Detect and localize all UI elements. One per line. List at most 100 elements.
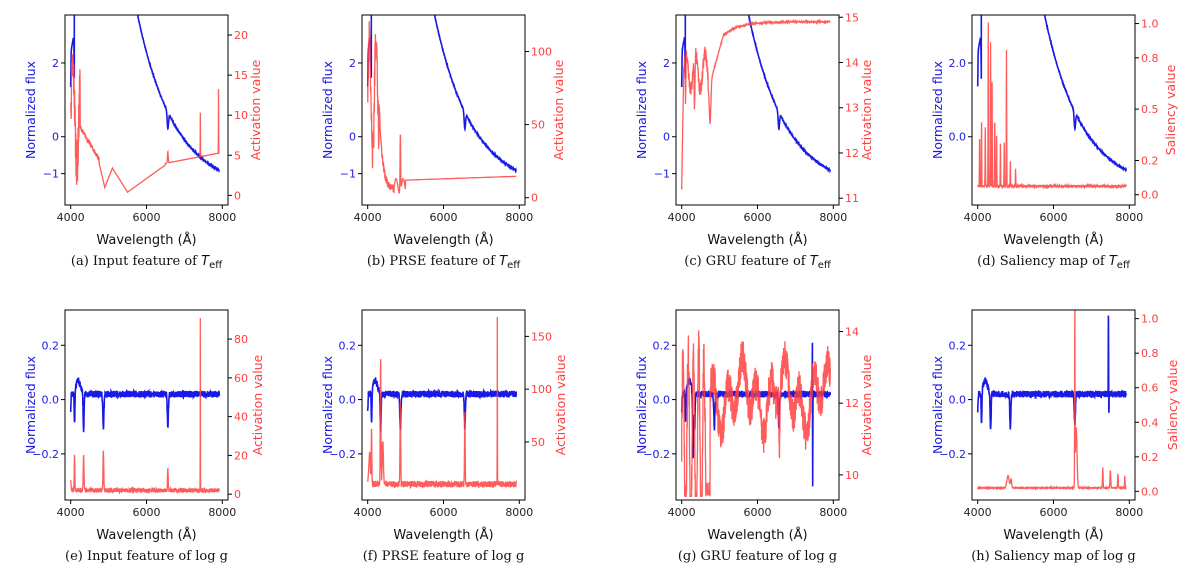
panel-d: 4000 6000 8000 0.0 2.0 0.0 0.2 0.5 0.8 1.0 Normali… (930, 14, 1178, 271)
y-axis-label-right: Activation value (859, 354, 874, 455)
x-tick-label: 8000 (208, 211, 236, 224)
y-axis-label-right: Activation value (551, 59, 566, 160)
x-tick-label: 8000 (819, 506, 847, 519)
x-axis-label: Wavelength (Å) (96, 232, 196, 248)
series-line-right-g (681, 330, 831, 498)
y-tick-label-right: 15 (845, 11, 859, 24)
panel-caption: (c) GRU feature of Teff (684, 254, 832, 271)
y-tick-label-left: −0.2 (329, 448, 356, 461)
x-tick-label: 8000 (505, 211, 533, 224)
y-axis-label-left: Normalized flux (930, 61, 945, 159)
y-axis-label-left: Normalized flux (320, 61, 335, 159)
x-axis-label: Wavelength (Å) (96, 527, 196, 543)
panel-f: 4000 6000 8000 −0.2 0.0 0.2 50 100 150 Normalized… (320, 309, 568, 564)
y-tick-label-right: 0.5 (1141, 103, 1159, 116)
y-tick-label-left: 0.2 (339, 339, 357, 352)
series-line-flux-d (976, 15, 1127, 173)
y-tick-label-right: 0.8 (1141, 347, 1159, 360)
x-tick-label: 4000 (964, 211, 992, 224)
y-tick-label-left: 0 (52, 131, 59, 144)
x-tick-label: 4000 (668, 211, 696, 224)
x-axis-label: Wavelength (Å) (393, 232, 493, 248)
y-tick-label-left: 0.0 (949, 394, 967, 407)
panel-caption: (f) PRSE feature of log g (363, 549, 525, 564)
x-tick-label: 6000 (133, 506, 161, 519)
y-tick-label-right: 0 (531, 192, 538, 205)
y-tick-label-right: 12 (845, 397, 859, 410)
y-tick-label-left: 0.0 (653, 394, 671, 407)
y-tick-label-left: −0.2 (32, 448, 59, 461)
x-axis-label: Wavelength (Å) (707, 527, 807, 543)
y-tick-label-right: 0.2 (1141, 451, 1159, 464)
series-line-right-a (70, 53, 220, 194)
y-axis-label-left: Normalized flux (634, 356, 649, 454)
plot-frame (64, 14, 229, 206)
x-tick-label: 6000 (1040, 211, 1068, 224)
y-tick-label-right: 0.8 (1141, 52, 1159, 65)
x-tick-label: 8000 (1115, 211, 1143, 224)
y-tick-label-right: 0.6 (1141, 382, 1159, 395)
y-axis-label-left: Normalized flux (634, 61, 649, 159)
y-axis-label-right: Activation value (250, 354, 265, 455)
y-tick-label-left: 2 (52, 57, 59, 70)
series-line-flux-e (69, 377, 221, 433)
series-line-right-c (681, 18, 831, 190)
x-tick-label: 4000 (57, 506, 85, 519)
y-tick-label-right: 5 (234, 149, 241, 162)
y-tick-label-right: 50 (531, 436, 545, 449)
y-tick-label-right: 14 (845, 326, 859, 339)
y-tick-label-left: 2.0 (949, 57, 967, 70)
panel-caption: (h) Saliency map of log g (971, 549, 1136, 564)
y-tick-label-right: 150 (531, 330, 552, 343)
y-tick-label-right: 13 (845, 102, 859, 115)
series-line-right-h (977, 310, 1127, 491)
y-tick-label-right: 10 (845, 469, 859, 482)
y-tick-label-right: 15 (234, 69, 248, 82)
series-line-flux-f (366, 377, 518, 433)
y-tick-label-right: 50 (531, 119, 545, 132)
x-tick-label: 8000 (208, 506, 236, 519)
y-tick-label-right: 60 (234, 372, 248, 385)
panel-e: 4000 6000 8000 −0.2 0.0 0.2 0 20 40 60 80 Normalize… (23, 309, 265, 564)
series-line-right-e (70, 317, 220, 495)
x-tick-label: 6000 (430, 211, 458, 224)
y-tick-label-right: 0.0 (1141, 189, 1159, 202)
y-axis-label-right: Activation value (553, 354, 568, 455)
x-axis-label: Wavelength (Å) (1003, 527, 1103, 543)
panel-caption: (a) Input feature of Teff (71, 254, 223, 271)
y-tick-label-left: −1 (340, 168, 356, 181)
x-tick-label: 6000 (1040, 506, 1068, 519)
x-tick-label: 4000 (354, 506, 382, 519)
y-axis-label-right: Activation value (859, 59, 874, 160)
panel-caption: (d) Saliency map of Teff (977, 254, 1131, 271)
y-tick-label-right: 1.0 (1141, 313, 1159, 326)
y-tick-label-right: 0.4 (1141, 416, 1159, 429)
y-tick-label-right: 20 (234, 29, 248, 42)
y-tick-label-right: 20 (234, 449, 248, 462)
plot-frame (64, 309, 229, 501)
y-axis-label-right: Activation value (248, 59, 263, 160)
y-tick-label-left: −1 (654, 168, 670, 181)
y-axis-label-left: Normalized flux (23, 61, 38, 159)
y-tick-label-right: 0.0 (1141, 485, 1159, 498)
y-axis-label-right: Saliency value (1165, 359, 1180, 450)
panel-caption: (g) GRU feature of log g (678, 549, 837, 564)
x-tick-label: 6000 (744, 506, 772, 519)
y-tick-label-left: 0.0 (949, 131, 967, 144)
panel-g: 4000 6000 8000 −0.2 0.0 0.2 10 12 14 Normalized f… (634, 309, 874, 564)
y-tick-label-right: 40 (234, 411, 248, 424)
y-tick-label-left: 0.2 (42, 339, 60, 352)
y-tick-label-right: 12 (845, 147, 859, 160)
series-line-right-f (367, 316, 517, 490)
y-tick-label-left: 0.2 (949, 339, 967, 352)
y-tick-label-right: 14 (845, 57, 859, 70)
panel-caption: (e) Input feature of log g (65, 549, 228, 564)
x-axis-label: Wavelength (Å) (393, 527, 493, 543)
y-tick-label-left: 0.2 (653, 339, 671, 352)
plot-frame (361, 309, 526, 501)
y-tick-label-left: −0.2 (939, 448, 966, 461)
y-tick-label-right: 100 (531, 383, 552, 396)
y-tick-label-right: 0 (234, 189, 241, 202)
y-tick-label-left: 0 (663, 131, 670, 144)
panel-b: 4000 6000 8000 −1 0 2 0 50 100 Normalized flux Act… (320, 14, 566, 271)
